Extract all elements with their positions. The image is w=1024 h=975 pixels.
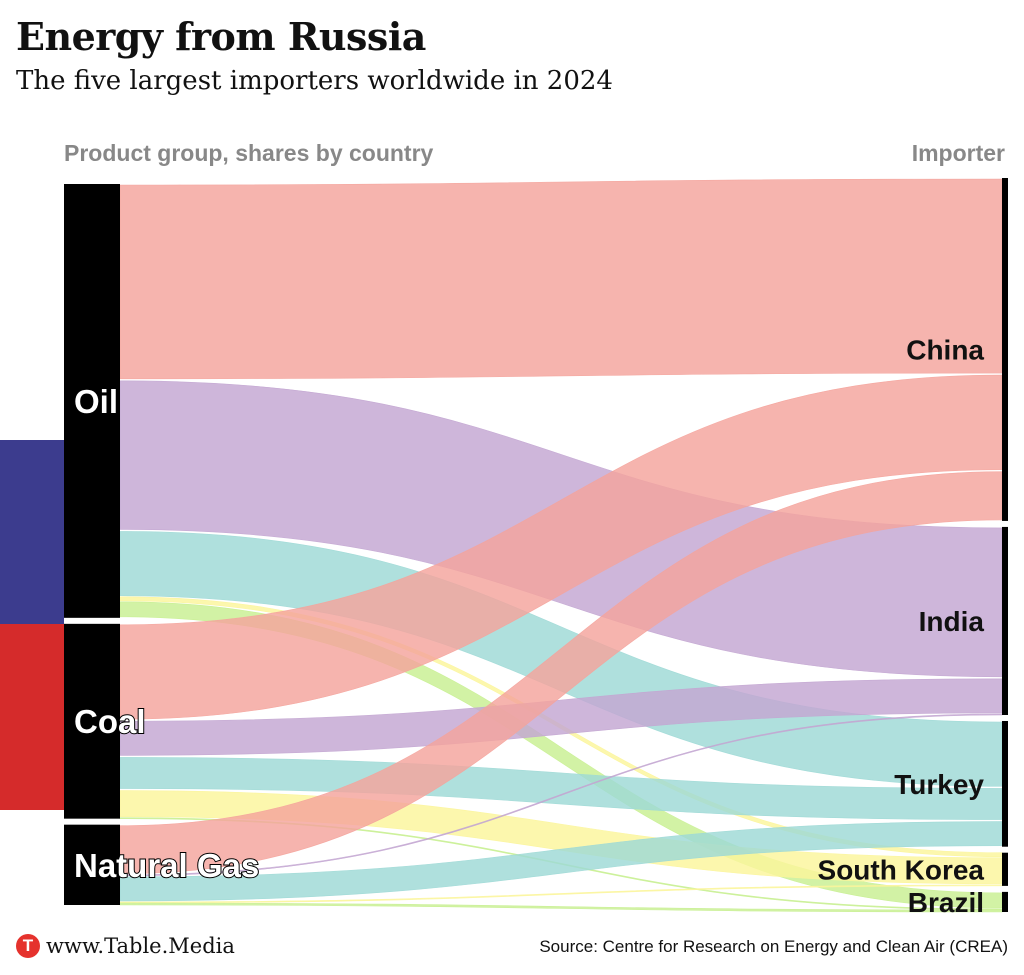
flow-natural-gas-to-india [119,713,1003,877]
node-label-turkey: Turkey [894,769,984,800]
node-turkey [1002,720,1008,847]
flow-oil-to-china [119,178,1003,380]
node-label-brazil: Brazil [908,887,984,918]
node-natural-gas [64,824,120,905]
brand-url[interactable]: www.Table.Media [46,934,235,958]
footer-brand: T www.Table.Media [16,934,235,958]
flag-stripe-red [0,624,64,810]
node-south-korea [1002,852,1008,886]
node-label-natural-gas: Natural Gas [74,847,259,884]
russia-flag-icon [0,255,64,810]
table-media-logo-icon: T [16,934,40,958]
node-label-coal: Coal [74,703,146,740]
source-nodes: Oil Coal Natural Gas [64,184,260,905]
source-column-header: Product group, shares by country [64,140,434,166]
node-label-china: China [906,334,984,365]
node-label-india: India [919,606,985,637]
node-label-oil: Oil [74,383,118,420]
flag-stripe-blue [0,440,64,624]
node-india [1002,526,1008,715]
chart-subtitle: The five largest importers worldwide in … [16,66,613,96]
flows-group [119,178,1003,913]
chart-title: Energy from Russia [16,14,426,59]
node-brazil [1002,891,1008,912]
target-column-header: Importer [911,140,1005,166]
source-note: Source: Centre for Research on Energy an… [539,937,1008,956]
flow-natural-gas-to-south-korea [119,884,1003,904]
node-coal [64,623,120,819]
flow-natural-gas-to-brazil [119,902,1003,913]
node-china [1002,178,1008,521]
flag-stripe-white [0,255,64,440]
node-oil [64,184,120,618]
node-label-south-korea: South Korea [818,854,985,885]
